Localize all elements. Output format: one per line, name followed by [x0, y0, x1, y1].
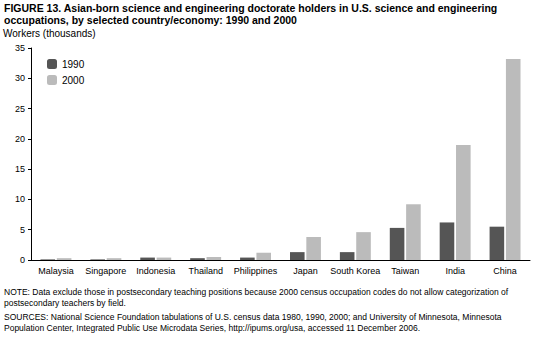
svg-text:10: 10 [15, 194, 25, 204]
svg-text:South Korea: South Korea [330, 266, 380, 276]
svg-text:15: 15 [15, 164, 25, 174]
svg-text:30: 30 [15, 73, 25, 83]
svg-text:Japan: Japan [293, 266, 318, 276]
html-text:NOTE: Data exclude those in po: NOTE: Data exclude those in postsecondar… [4, 287, 509, 308]
svg-text:China: China [493, 266, 517, 276]
html-text:FIGURE 13. Asian-born science: FIGURE 13. Asian-born science and engine… [4, 2, 498, 26]
svg-text:Taiwan: Taiwan [391, 266, 419, 276]
svg-text:Philippines: Philippines [234, 266, 278, 276]
svg-text:5: 5 [20, 225, 25, 235]
svg-text:Thailand: Thailand [188, 266, 223, 276]
svg-text:0: 0 [20, 255, 25, 265]
svg-text:Singapore: Singapore [85, 266, 126, 276]
svg-text:1990: 1990 [62, 59, 85, 70]
svg-text:2000: 2000 [62, 75, 85, 86]
svg-text:India: India [445, 266, 465, 276]
svg-text:Malaysia: Malaysia [38, 266, 74, 276]
svg-text:35: 35 [15, 43, 25, 53]
svg-text:20: 20 [15, 134, 25, 144]
svg-text:Workers (thousands): Workers (thousands) [3, 28, 96, 39]
html-text:SOURCES: National Science Foun: SOURCES: National Science Foundation tab… [4, 312, 502, 333]
svg-text:Indonesia: Indonesia [136, 266, 175, 276]
svg-text:25: 25 [15, 104, 25, 114]
